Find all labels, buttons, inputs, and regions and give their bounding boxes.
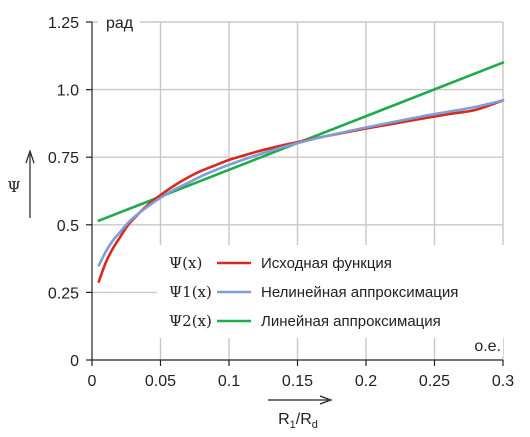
legend-symbol: Ψ2(x) — [169, 312, 212, 330]
y-axis-label: Ψ — [7, 178, 20, 196]
y-unit-background — [98, 12, 140, 32]
ticks: 0 0.05 0.1 0.15 0.2 0.25 0.3 0 0.25 0.5 0.75 1.0 1.2… — [48, 15, 514, 390]
axis-labels: рад о.е. Ψ R1/Rd — [7, 12, 503, 431]
legend-label: Нелинейная аппроксимация — [261, 284, 458, 301]
legend-background — [157, 245, 505, 338]
x-tick-label: 0.1 — [218, 373, 240, 390]
y-tick-label: 0 — [70, 353, 79, 370]
x-tick-label: 0.15 — [282, 373, 313, 390]
y-tick-label: 0.5 — [57, 218, 79, 235]
x-unit-label: о.е. — [474, 338, 501, 355]
legend-label: Линейная аппроксимация — [261, 313, 441, 330]
x-tick-label: 0.2 — [355, 373, 377, 390]
x-tick-label: 0.25 — [419, 373, 450, 390]
y-tick-label: 0.25 — [48, 285, 79, 302]
x-tick-label: 0.05 — [145, 373, 176, 390]
series-line — [97, 99, 505, 283]
x-tick-label: 0.3 — [492, 373, 514, 390]
x-axis-label: R1/Rd — [278, 411, 318, 431]
legend-symbol: Ψ1(x) — [169, 283, 212, 301]
x-unit-background — [463, 336, 503, 356]
legend: Ψ(x) Исходная функция Ψ1(x) Нелинейная аппр… — [157, 245, 505, 338]
legend-symbol: Ψ(x) — [169, 254, 202, 272]
y-tick-label: 1.0 — [57, 83, 79, 100]
x-tick-label: 0 — [88, 373, 97, 390]
series — [97, 61, 505, 283]
y-unit-label: рад — [106, 15, 134, 32]
series-line — [97, 99, 505, 267]
y-tick-label: 0.75 — [48, 150, 79, 167]
legend-label: Исходная функция — [261, 255, 392, 272]
x-axis-arrow-head — [319, 395, 333, 405]
y-axis-arrow-head — [25, 149, 35, 164]
y-tick-label: 1.25 — [48, 15, 79, 32]
